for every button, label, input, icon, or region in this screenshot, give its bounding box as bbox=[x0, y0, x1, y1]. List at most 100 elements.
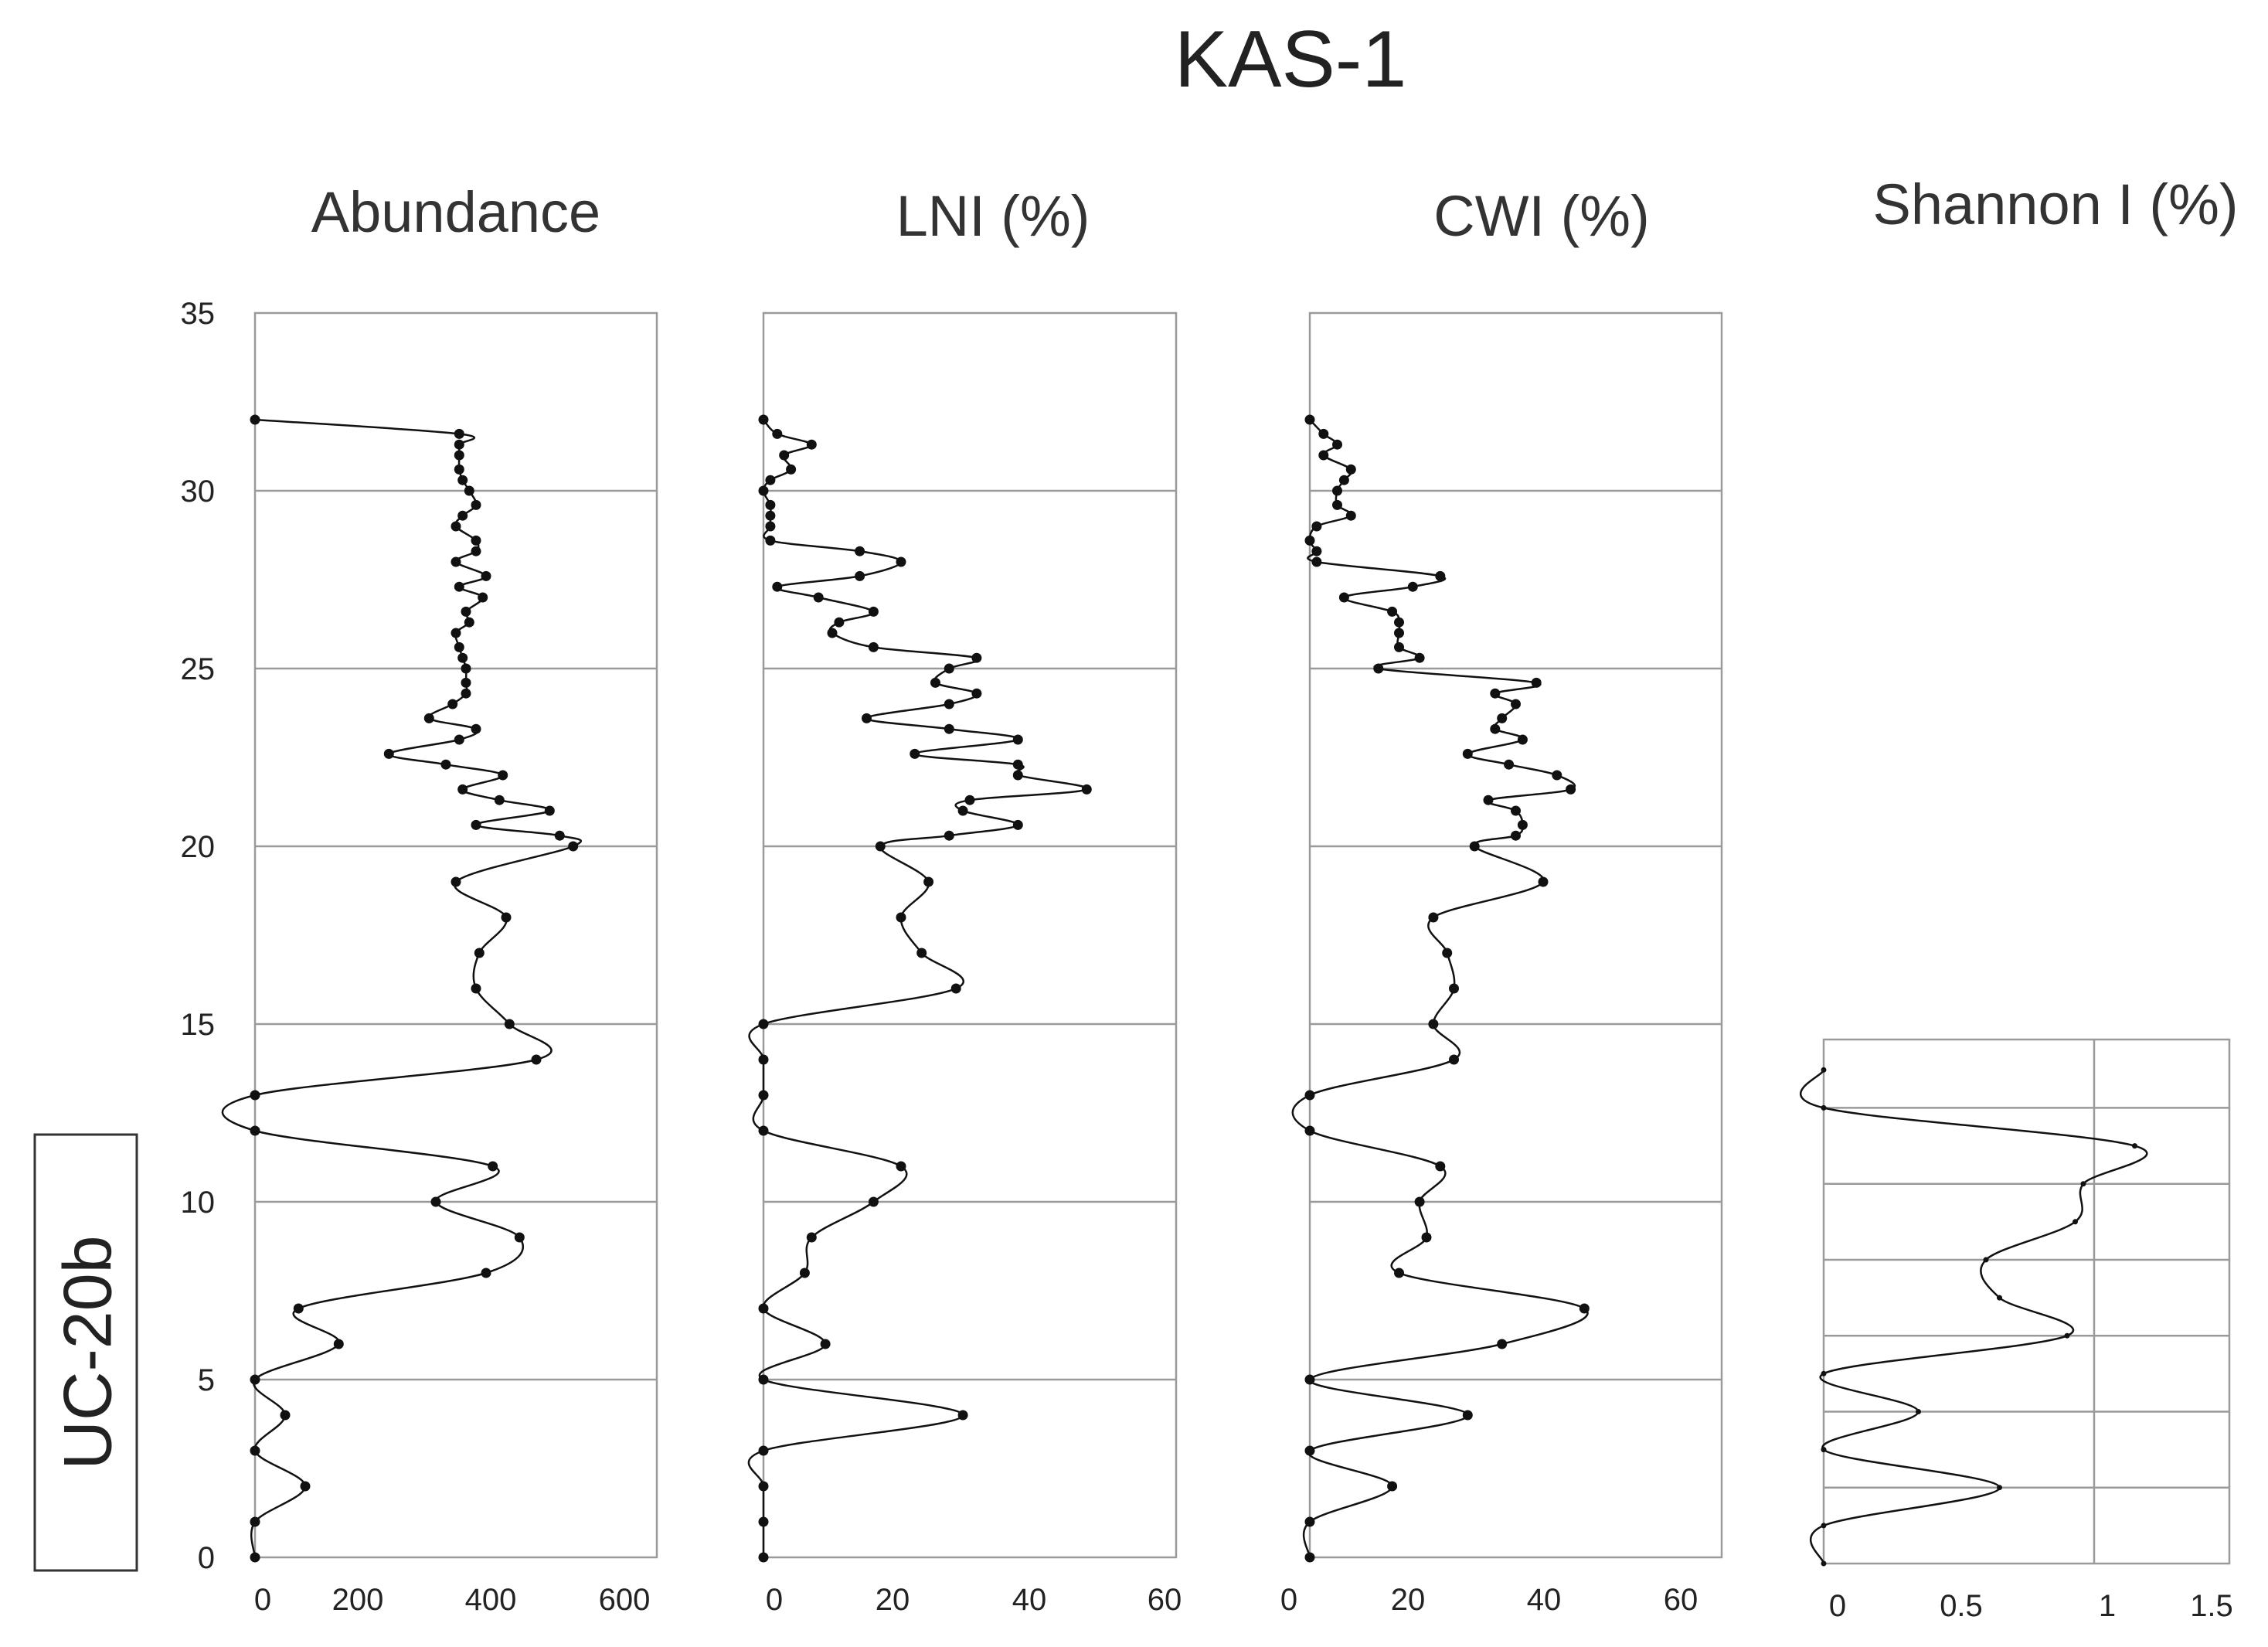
data-point bbox=[772, 581, 783, 592]
panel-title: Abundance bbox=[311, 180, 600, 244]
data-point bbox=[944, 723, 954, 734]
data-point bbox=[293, 1303, 304, 1314]
data-point bbox=[1490, 688, 1501, 699]
data-point bbox=[1304, 1445, 1315, 1456]
series-line bbox=[1291, 419, 1589, 1558]
data-point bbox=[758, 1125, 769, 1136]
data-point bbox=[1387, 606, 1398, 617]
data-point bbox=[1012, 770, 1023, 781]
y-tick-label: 25 bbox=[181, 652, 216, 686]
data-point bbox=[250, 1552, 260, 1563]
data-point bbox=[461, 663, 471, 674]
data-point bbox=[1338, 592, 1349, 603]
y-tick-label: 10 bbox=[181, 1186, 216, 1220]
x-tick-label: 0 bbox=[1280, 1583, 1297, 1617]
data-point bbox=[964, 795, 975, 805]
data-point bbox=[862, 713, 872, 723]
data-point bbox=[1916, 1409, 1921, 1414]
data-point bbox=[1345, 464, 1356, 475]
data-point bbox=[950, 983, 961, 994]
data-point bbox=[799, 1268, 810, 1278]
data-point bbox=[461, 688, 471, 699]
data-point bbox=[1332, 485, 1342, 496]
data-point bbox=[1566, 784, 1576, 795]
data-point bbox=[1511, 830, 1521, 841]
data-point bbox=[1552, 770, 1562, 781]
data-point bbox=[333, 1339, 344, 1349]
data-point bbox=[944, 699, 954, 710]
data-point bbox=[1421, 1232, 1432, 1243]
data-point bbox=[786, 464, 797, 475]
data-point bbox=[1373, 663, 1384, 674]
data-point bbox=[806, 1232, 817, 1243]
data-point bbox=[501, 912, 512, 923]
data-point bbox=[2132, 1143, 2137, 1149]
data-point bbox=[930, 677, 940, 688]
data-point bbox=[1318, 450, 1329, 461]
y-tick-label: 15 bbox=[181, 1008, 216, 1042]
data-point bbox=[451, 876, 461, 887]
data-point bbox=[1407, 581, 1418, 592]
data-point bbox=[896, 556, 906, 567]
data-point bbox=[454, 428, 464, 439]
data-point bbox=[280, 1410, 291, 1421]
data-point bbox=[478, 592, 488, 603]
data-point bbox=[383, 748, 394, 759]
data-point bbox=[868, 606, 879, 617]
data-point bbox=[1449, 1054, 1459, 1065]
plot-frame bbox=[1822, 1038, 2231, 1565]
data-point bbox=[498, 770, 508, 781]
plot-frame bbox=[762, 311, 1178, 1559]
data-point bbox=[765, 510, 776, 521]
data-point bbox=[765, 535, 776, 546]
data-point bbox=[772, 428, 783, 439]
data-point bbox=[1490, 723, 1501, 734]
series-line bbox=[1800, 1069, 2148, 1564]
panel-3: CWI (%) 0 20 40 60 bbox=[1280, 184, 1723, 1617]
data-point bbox=[1304, 1374, 1315, 1385]
data-point bbox=[1428, 912, 1439, 923]
data-point bbox=[457, 510, 468, 521]
panel-title: LNI (%) bbox=[896, 184, 1090, 248]
data-point bbox=[868, 1196, 879, 1207]
plot-frame bbox=[1308, 311, 1723, 1559]
data-point bbox=[1462, 748, 1473, 759]
data-point bbox=[1081, 784, 1092, 795]
data-point bbox=[457, 475, 468, 485]
panel-1: Abundance 0 200 400 600 0 5 10 15 20 25 30 35 bbox=[181, 180, 658, 1617]
data-point bbox=[1821, 1067, 1827, 1073]
data-point bbox=[1821, 1560, 1827, 1567]
x-tick-label: 0.5 bbox=[1940, 1589, 1983, 1623]
data-point bbox=[820, 1339, 831, 1349]
data-point bbox=[1304, 1516, 1315, 1527]
x-tick-label: 0 bbox=[766, 1583, 783, 1617]
data-point bbox=[855, 570, 865, 581]
data-point bbox=[1497, 713, 1508, 723]
data-point bbox=[471, 499, 481, 510]
data-point bbox=[454, 464, 464, 475]
data-point bbox=[1394, 617, 1404, 628]
data-point bbox=[474, 948, 485, 958]
data-point bbox=[1345, 510, 1356, 521]
data-point bbox=[758, 1445, 769, 1456]
data-point bbox=[1012, 819, 1023, 830]
data-point bbox=[471, 546, 481, 556]
data-point bbox=[765, 475, 776, 485]
plot-frame bbox=[253, 311, 658, 1559]
data-point bbox=[855, 546, 865, 556]
data-point bbox=[1497, 1339, 1508, 1349]
data-point bbox=[440, 759, 451, 770]
data-point bbox=[504, 1019, 515, 1029]
data-point bbox=[451, 521, 461, 532]
data-point bbox=[1338, 475, 1349, 485]
x-tick-label: 40 bbox=[1012, 1583, 1047, 1617]
data-point bbox=[1983, 1257, 1989, 1263]
data-point bbox=[1428, 1019, 1439, 1029]
data-point bbox=[1332, 499, 1342, 510]
data-point bbox=[2064, 1332, 2070, 1339]
panel-title: CWI (%) bbox=[1433, 184, 1650, 248]
data-point bbox=[514, 1232, 525, 1243]
data-point bbox=[1304, 535, 1315, 546]
